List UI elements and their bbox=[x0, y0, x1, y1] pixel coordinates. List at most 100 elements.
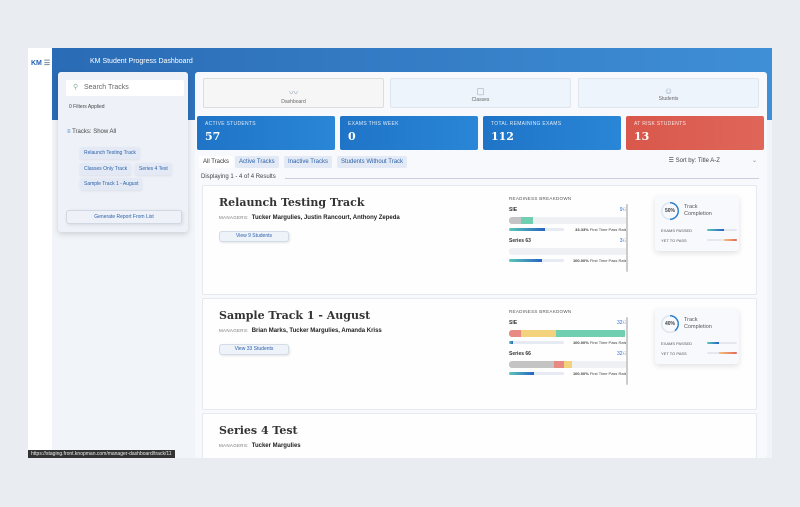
yet-to-pass-label: YET TO PASS bbox=[661, 351, 687, 356]
track-managers: MANAGERS: Brian Marks, Tucker Margulies, … bbox=[219, 328, 382, 334]
readiness-segment bbox=[564, 361, 572, 368]
pass-rate-text: 33.33% First Time Pass Rate bbox=[575, 227, 627, 232]
stat-label: TOTAL REMAINING EXAMS bbox=[491, 121, 562, 127]
readiness-breakdown: READINESS BREAKDOWN SIE 9⚇ 33.33% First T… bbox=[509, 196, 627, 263]
readiness-segment bbox=[556, 330, 625, 337]
pass-rate-value: 100.00% bbox=[572, 371, 589, 376]
menu-icon[interactable]: ☰ bbox=[43, 60, 51, 67]
readiness-scrollbar[interactable] bbox=[626, 204, 628, 272]
nav-dashboard[interactable]: 〰 Dashboard bbox=[203, 78, 384, 108]
nav-classes[interactable]: ▢ Classes bbox=[390, 78, 571, 108]
tab-inactive-tracks[interactable]: Inactive Tracks bbox=[284, 156, 333, 168]
track-chip[interactable]: Sample Track 1 - August bbox=[80, 178, 143, 190]
status-url: https://staging.front.knopman.com/manage… bbox=[28, 450, 175, 458]
stat-exams-this-week[interactable]: EXAMS THIS WEEK 0 bbox=[340, 116, 478, 150]
logo[interactable]: KM ☰ bbox=[31, 59, 50, 67]
readiness-segment bbox=[553, 361, 565, 368]
exam-name: Series 66 bbox=[509, 351, 531, 357]
student-count-link[interactable]: 3⚇ bbox=[620, 238, 627, 244]
nav-label: Students bbox=[658, 96, 679, 102]
completion-ring: 50% bbox=[661, 202, 679, 220]
sort-dropdown[interactable]: ☰ Sort by: Title A-Z ⌄ bbox=[669, 157, 757, 164]
track-title[interactable]: Sample Track 1 - August bbox=[219, 309, 371, 322]
students-icon: ⚇ bbox=[622, 351, 627, 357]
readiness-bar bbox=[509, 361, 627, 368]
readiness-segment bbox=[509, 361, 554, 368]
view-students-button[interactable]: View 9 Students bbox=[219, 231, 289, 242]
readiness-scrollbar[interactable] bbox=[626, 317, 628, 385]
pass-rate-bar bbox=[509, 259, 564, 262]
stat-at-risk[interactable]: AT RISK STUDENTS 13 bbox=[626, 116, 764, 150]
stat-remaining-exams[interactable]: TOTAL REMAINING EXAMS 112 bbox=[483, 116, 621, 150]
filter-panel: ⚲ Search Tracks 0 Filters Applied ≡ Track… bbox=[58, 72, 188, 232]
track-card: Relaunch Testing Track MANAGERS: Tucker M… bbox=[202, 185, 757, 295]
pass-rate-bar bbox=[509, 372, 564, 375]
readiness-breakdown: READINESS BREAKDOWN SIE 32⚇ 100.00% First… bbox=[509, 309, 627, 376]
completion-label: Track Completion bbox=[684, 204, 712, 217]
track-title[interactable]: Relaunch Testing Track bbox=[219, 196, 365, 209]
exam-name: SIE bbox=[509, 320, 518, 326]
generate-report-button[interactable]: Generate Report From List bbox=[66, 210, 182, 224]
chevron-down-icon: ⌄ bbox=[751, 158, 757, 164]
track-managers: MANAGERS: Tucker Margulies, Justin Rancou… bbox=[219, 215, 400, 221]
track-completion-card: 50% Track Completion EXAMS PASSED YET TO… bbox=[655, 196, 739, 251]
readiness-segment bbox=[509, 330, 521, 337]
sort-icon: ☰ bbox=[668, 158, 674, 164]
tab-all-tracks[interactable]: All Tracks bbox=[199, 156, 234, 168]
stat-label: AT RISK STUDENTS bbox=[634, 121, 687, 127]
student-count-link[interactable]: 32⚇ bbox=[617, 351, 627, 357]
chart-line-icon: 〰 bbox=[288, 88, 298, 98]
tab-students-without-track[interactable]: Students Without Track bbox=[337, 156, 408, 168]
track-chip[interactable]: Relaunch Testing Track bbox=[80, 147, 140, 159]
stat-label: EXAMS THIS WEEK bbox=[348, 121, 399, 127]
nav-label: Classes bbox=[471, 97, 490, 103]
completion-label: Track Completion bbox=[684, 317, 712, 330]
pass-rate-value: 100.00% bbox=[572, 340, 589, 345]
track-chip[interactable]: Series 4 Test bbox=[135, 163, 172, 175]
track-managers: MANAGERS: Tucker Margulies bbox=[219, 443, 301, 449]
student-count-link[interactable]: 32⚇ bbox=[617, 320, 627, 326]
readiness-bar bbox=[509, 217, 627, 224]
stat-active-students[interactable]: ACTIVE STUDENTS 57 bbox=[197, 116, 335, 150]
managers-label: MANAGERS: bbox=[219, 328, 249, 333]
track-title[interactable]: Series 4 Test bbox=[219, 424, 298, 437]
managers-names: Tucker Margulies bbox=[251, 443, 301, 449]
search-input[interactable]: ⚲ Search Tracks bbox=[66, 80, 184, 96]
pass-rate-text: 100.00% First Time Pass Rate bbox=[573, 340, 627, 345]
sort-label: Sort by: Title A-Z bbox=[675, 158, 720, 164]
student-count-link[interactable]: 9⚇ bbox=[620, 207, 627, 213]
pass-rate-text: 100.00% First Time Pass Rate bbox=[573, 258, 627, 263]
pass-rate-label: First Time Pass Rate bbox=[589, 258, 627, 263]
pass-rate-value: 100.00% bbox=[572, 258, 589, 263]
stat-value: 13 bbox=[634, 130, 650, 143]
students-icon: ⚇ bbox=[622, 320, 627, 326]
side-strip: KM ☰ bbox=[28, 48, 52, 458]
tracks-filter-label: Tracks: Show All bbox=[72, 129, 117, 135]
student-count: 32 bbox=[616, 320, 623, 326]
exams-passed-label: EXAMS PASSED bbox=[661, 341, 693, 346]
track-card: Sample Track 1 - August MANAGERS: Brian M… bbox=[202, 298, 757, 410]
student-count: 9 bbox=[619, 207, 623, 213]
exam-name: Series 63 bbox=[509, 238, 531, 244]
tab-active-tracks[interactable]: Active Tracks bbox=[235, 156, 279, 168]
search-icon: ⚲ bbox=[73, 84, 79, 91]
stat-value: 0 bbox=[348, 130, 356, 143]
exams-passed-label: EXAMS PASSED bbox=[661, 228, 693, 233]
track-card: Series 4 Test MANAGERS: Tucker Margulies bbox=[202, 413, 757, 458]
nav-students[interactable]: ☺ Students bbox=[578, 78, 759, 108]
students-icon: ⚇ bbox=[622, 207, 627, 213]
pass-rate-text: 100.00% First Time Pass Rate bbox=[573, 371, 627, 376]
completion-percent: 40% bbox=[664, 321, 675, 327]
students-icon: ⚇ bbox=[622, 238, 627, 244]
readiness-segment bbox=[520, 217, 533, 224]
exam-row: SIE 32⚇ 100.00% First Time Pass Rate bbox=[509, 320, 627, 345]
yet-to-pass-bar bbox=[707, 239, 737, 241]
exam-row: SIE 9⚇ 33.33% First Time Pass Rate bbox=[509, 207, 627, 232]
exam-row: Series 66 32⚇ 100.00% First Time Pass Ra… bbox=[509, 351, 627, 376]
stat-value: 57 bbox=[205, 130, 221, 143]
pass-rate-bar bbox=[509, 228, 564, 231]
track-chip[interactable]: Classes Only Track bbox=[80, 163, 132, 175]
view-students-button[interactable]: View 33 Students bbox=[219, 344, 289, 355]
tracks-filter[interactable]: ≡ Tracks: Show All bbox=[67, 129, 116, 135]
readiness-heading: READINESS BREAKDOWN bbox=[509, 309, 572, 314]
